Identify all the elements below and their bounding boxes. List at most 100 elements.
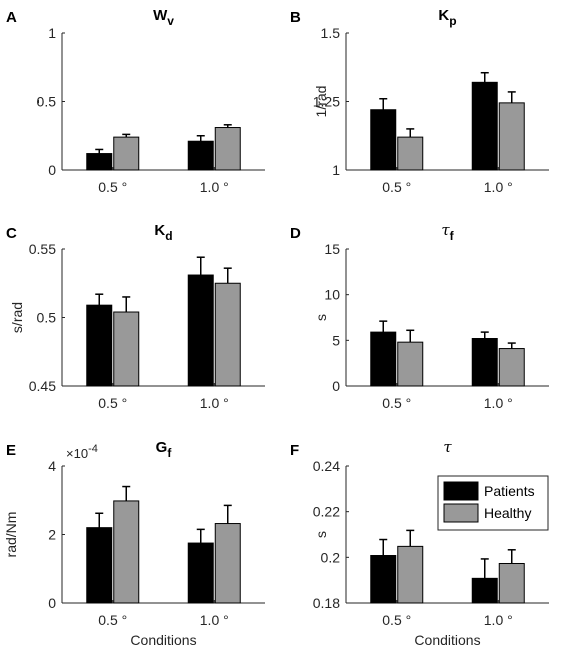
y-axis-label: 1/rad: [313, 86, 329, 118]
bar-healthy: [498, 102, 525, 171]
y-tick-label: 0.22: [313, 504, 340, 520]
y-tick-label: 5: [332, 332, 340, 348]
bar-healthy: [397, 136, 424, 171]
title-subscript: f: [450, 229, 455, 243]
title-subscript: d: [165, 229, 172, 243]
multiplier-exponent: -4: [88, 443, 98, 455]
multiplier-base: ×10: [66, 446, 88, 461]
panel-e: E Gf 0 2 4 rad/Nm ×10-4 0.5 ° 1.0 °Conditions: [3, 439, 265, 648]
panel-letter: D: [290, 225, 301, 242]
bar-healthy: [113, 500, 140, 604]
panel-c: C Kd 0.45 0.5 0.55 s/rad 0.5 ° 1.0 °: [6, 222, 265, 411]
y-tick-label: 0.5: [37, 94, 57, 110]
title-main: K: [154, 222, 165, 239]
y-tick-label: 0.18: [313, 595, 340, 611]
y-tick-label: 4: [48, 458, 56, 474]
panel-letter: F: [290, 442, 299, 459]
bar-patients: [86, 304, 113, 387]
bar-healthy: [214, 282, 241, 387]
y-axis-label: s/rad: [9, 302, 25, 333]
x-tick-label: 1.0 °: [200, 612, 229, 628]
x-tick-label: 1.0 °: [200, 179, 229, 195]
bar-patients: [187, 274, 214, 387]
bar-healthy: [498, 562, 525, 604]
title-main: G: [156, 439, 168, 456]
panel-a: A Wv 0 0.5 1 - 0.5 ° 1.0 °: [6, 7, 265, 195]
bar-healthy: [113, 136, 140, 171]
bar-healthy: [397, 341, 424, 387]
panel-b: B Kp 1 1.25 1.5 1/rad 0.5 ° 1.0 °: [290, 7, 549, 195]
y-tick-label: 0.24: [313, 458, 340, 474]
y-axis-label: -: [29, 99, 45, 104]
panel-title: Wv: [153, 7, 174, 28]
x-tick-label: 0.5 °: [382, 395, 411, 411]
x-tick-label: 1.0 °: [484, 179, 513, 195]
y-tick-label: 10: [324, 287, 340, 303]
bar-healthy: [397, 545, 424, 604]
legend-swatch-healthy: [443, 503, 479, 523]
bar-patients: [187, 140, 214, 171]
x-tick-label: 1.0 °: [484, 612, 513, 628]
y-tick-label: 0.5: [37, 310, 57, 326]
bar-patients: [86, 527, 113, 604]
panel-letter: A: [6, 9, 17, 26]
title-subscript: p: [449, 14, 456, 28]
y-axis-label: s: [313, 531, 329, 538]
x-tick-label: 1.0 °: [484, 395, 513, 411]
x-tick-label: 0.5 °: [98, 395, 127, 411]
panel-letter: E: [6, 442, 16, 459]
bar-patients: [471, 338, 498, 387]
title-main: K: [438, 7, 449, 24]
legend-label: Healthy: [484, 505, 531, 521]
panel-title: Kp: [438, 7, 456, 28]
panel-title: Kd: [154, 222, 172, 243]
title-subscript: v: [167, 14, 174, 28]
axis-multiplier: ×10-4: [66, 443, 98, 461]
title-main: τ: [443, 438, 452, 456]
y-tick-label: 1.5: [321, 25, 341, 41]
x-tick-label: 0.5 °: [98, 612, 127, 628]
y-tick-label: 0: [48, 595, 56, 611]
y-tick-label: 1: [48, 25, 56, 41]
bar-healthy: [113, 311, 140, 387]
y-axis-label: rad/Nm: [3, 512, 19, 558]
bar-healthy: [214, 523, 241, 604]
panel-title: τ: [443, 438, 452, 456]
bar-patients: [187, 542, 214, 604]
legend: Patients Healthy: [437, 475, 549, 531]
title-main: W: [153, 7, 168, 24]
panel-letter: B: [290, 9, 301, 26]
bar-healthy: [498, 348, 525, 387]
panel-title: τf: [441, 221, 454, 243]
y-tick-label: 15: [324, 241, 340, 257]
title-subscript: f: [167, 446, 172, 460]
bar-patients: [471, 577, 498, 604]
y-tick-label: 0: [332, 378, 340, 394]
title-main: τ: [441, 221, 450, 239]
bar-patients: [471, 81, 498, 171]
y-tick-label: 0.55: [29, 241, 56, 257]
x-tick-label: 0.5 °: [382, 179, 411, 195]
y-axis-label: s: [313, 314, 329, 321]
y-tick-label: 0.2: [321, 549, 341, 565]
y-tick-label: 2: [48, 527, 56, 543]
x-axis-label: Conditions: [414, 632, 480, 648]
x-tick-label: 0.5 °: [382, 612, 411, 628]
x-axis-label: Conditions: [130, 632, 196, 648]
bar-healthy: [214, 127, 241, 171]
y-tick-label: 1: [332, 162, 340, 178]
legend-swatch-patients: [443, 481, 479, 501]
panel-title: Gf: [156, 439, 173, 460]
panel-letter: C: [6, 225, 17, 242]
bar-patients: [370, 109, 397, 171]
bar-patients: [370, 555, 397, 604]
y-tick-label: 1.25: [313, 94, 340, 110]
x-tick-label: 1.0 °: [200, 395, 229, 411]
y-tick-label: 0: [48, 162, 56, 178]
legend-label: Patients: [484, 483, 535, 499]
bar-patients: [370, 331, 397, 387]
bar-patients: [86, 153, 113, 171]
x-tick-label: 0.5 °: [98, 179, 127, 195]
